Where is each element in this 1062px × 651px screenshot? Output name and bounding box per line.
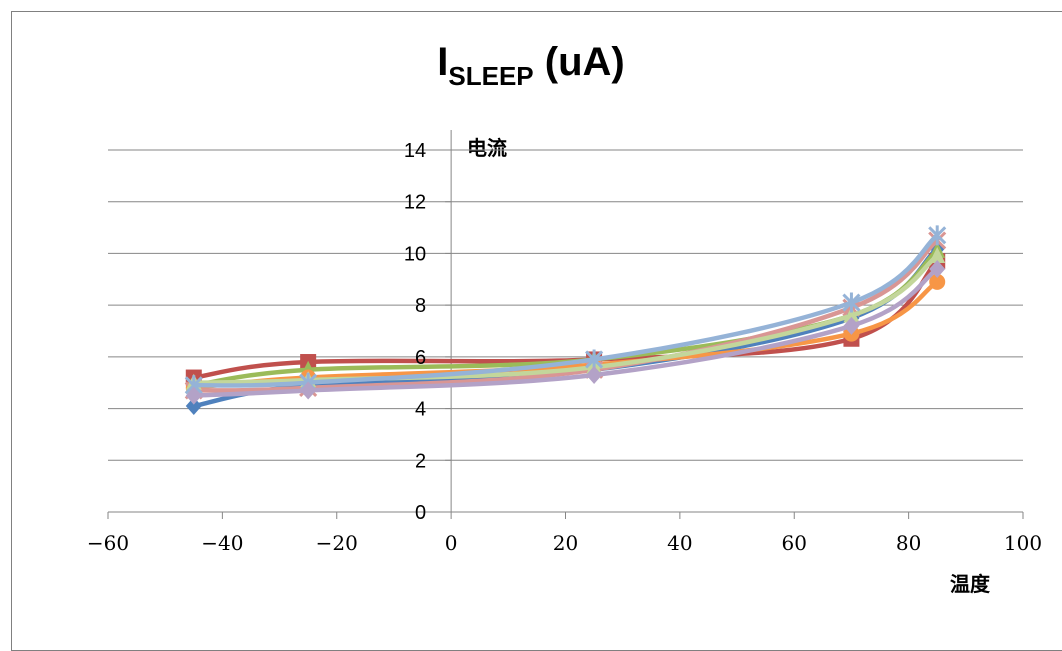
- y-tick-label: 0: [415, 502, 426, 524]
- y-tick-label: 4: [415, 399, 426, 421]
- x-axis-title: 温度: [950, 572, 990, 596]
- x-tick-label: 40: [667, 531, 692, 555]
- data-point: [586, 365, 603, 384]
- y-tick-label: 12: [404, 192, 426, 214]
- data-point: [929, 247, 946, 264]
- x-tick-label: 60: [782, 531, 807, 555]
- x-tick-label: 80: [896, 531, 921, 555]
- x-tick-label: 100: [1004, 531, 1042, 555]
- y-tick-label: 2: [415, 450, 426, 472]
- y-tick-label: 6: [415, 347, 426, 369]
- data-point: [843, 306, 860, 323]
- chart-title: ISLEEP (uA): [0, 40, 1062, 92]
- data-point: [842, 292, 861, 313]
- x-tick-label: −40: [201, 531, 243, 555]
- data-point: [300, 381, 317, 400]
- data-point: [185, 396, 202, 415]
- title-main: I: [437, 40, 449, 84]
- x-tick-label: 20: [553, 531, 578, 555]
- data-point: [928, 225, 947, 246]
- series-5: [184, 231, 947, 400]
- series-7: [184, 225, 947, 396]
- chart-canvas: −60 −40 −20 0 20 40 60 80 100 0 2 4 6 8 10 12 14: [87, 130, 1042, 555]
- y-tick-label: 14: [404, 140, 426, 162]
- x-tick-label: −20: [316, 531, 358, 555]
- data-point: [929, 273, 946, 290]
- y-axis-title: 电流: [467, 136, 507, 160]
- y-tick-label: 8: [415, 295, 426, 317]
- data-point: [843, 316, 860, 335]
- title-subscript: SLEEP: [448, 61, 534, 91]
- x-tick-label: 0: [445, 531, 458, 555]
- y-tick-label: 10: [404, 243, 426, 265]
- x-tick-label: −60: [87, 531, 129, 555]
- title-unit: (uA): [533, 40, 625, 84]
- series-8: [185, 259, 946, 405]
- data-point: [929, 259, 946, 278]
- data-point: [185, 386, 202, 405]
